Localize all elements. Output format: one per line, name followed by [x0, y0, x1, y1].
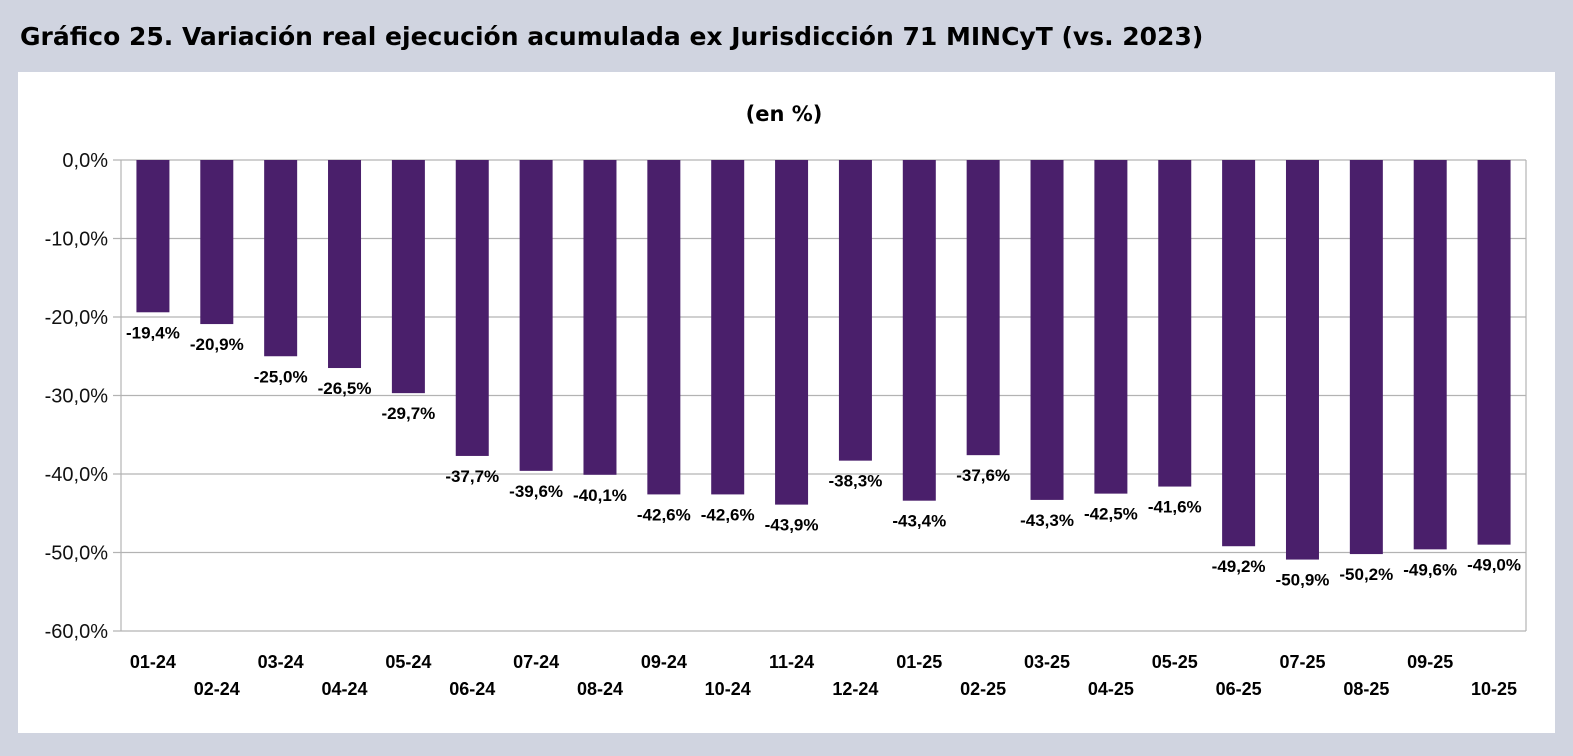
x-tick-label-06-24: 06-24: [449, 679, 495, 699]
x-tick-label-04-25: 04-25: [1088, 679, 1134, 699]
x-tick-label-04-24: 04-24: [321, 679, 367, 699]
y-tick-label: 0,0%: [62, 150, 108, 172]
data-label-10-24: -42,6%: [701, 505, 755, 524]
bars: [136, 160, 1511, 560]
x-tick-label-01-25: 01-25: [896, 652, 942, 672]
bar-09-25: [1413, 160, 1447, 550]
data-label-05-25: -41,6%: [1148, 498, 1202, 517]
bar-09-24: [647, 160, 681, 495]
bar-12-24: [838, 160, 872, 461]
bar-01-24: [136, 160, 170, 313]
data-label-04-25: -42,5%: [1084, 505, 1138, 524]
x-tick-label-10-25: 10-25: [1471, 679, 1517, 699]
bar-06-25: [1222, 160, 1256, 547]
data-label-06-25: -49,2%: [1212, 557, 1266, 576]
data-label-04-24: -26,5%: [318, 379, 372, 398]
data-label-07-24: -39,6%: [509, 482, 563, 501]
x-tick-label-03-25: 03-25: [1024, 652, 1070, 672]
bar-03-25: [1030, 160, 1064, 500]
data-label-06-24: -37,7%: [445, 467, 499, 486]
data-label-02-24: -20,9%: [190, 335, 244, 354]
x-tick-label-07-25: 07-25: [1279, 652, 1325, 672]
y-tick-label: -20,0%: [45, 307, 109, 329]
x-tick-label-06-25: 06-25: [1216, 679, 1262, 699]
bar-08-25: [1349, 160, 1383, 555]
bar-05-25: [1158, 160, 1192, 487]
data-label-11-24: -43,9%: [765, 516, 819, 535]
data-labels: -19,4% -20,9% -25,0% -26,5% -29,7% -37,7% -39,…: [126, 323, 1521, 589]
x-axis-ticks: 01-24 02-24 03-24 04-24 05-24 06-24 07-24 08-24…: [130, 652, 1517, 699]
y-tick-label: -50,0%: [45, 543, 109, 565]
bar-10-25: [1477, 160, 1511, 545]
data-label-10-25: -49,0%: [1467, 556, 1521, 575]
chart-subtitle: (en %): [746, 102, 823, 126]
data-label-03-24: -25,0%: [254, 367, 308, 386]
bar-06-24: [455, 160, 489, 456]
bar-10-24: [711, 160, 745, 495]
bar-02-24: [200, 160, 234, 325]
data-label-08-25: -50,2%: [1339, 565, 1393, 584]
y-tick-label: -10,0%: [45, 229, 109, 251]
x-tick-label-08-24: 08-24: [577, 679, 623, 699]
data-label-02-25: -37,6%: [956, 466, 1010, 485]
chart-panel: (en %) 0,0% -10,0% -20,0% -30,0% -40,0% -50,0…: [18, 72, 1555, 733]
bar-04-24: [328, 160, 362, 369]
x-tick-label-09-24: 09-24: [641, 652, 687, 672]
x-tick-label-05-25: 05-25: [1152, 652, 1198, 672]
bar-11-24: [775, 160, 809, 505]
bar-03-24: [264, 160, 298, 357]
x-tick-label-05-24: 05-24: [385, 652, 431, 672]
figure-title: Gráfico 25. Variación real ejecución acu…: [20, 22, 1204, 51]
x-tick-label-02-24: 02-24: [194, 679, 240, 699]
x-tick-label-11-24: 11-24: [769, 652, 814, 672]
y-tick-label: -30,0%: [45, 386, 109, 408]
x-tick-label-03-24: 03-24: [258, 652, 304, 672]
bar-05-24: [391, 160, 425, 394]
data-label-03-25: -43,3%: [1020, 511, 1074, 530]
bar-chart: (en %) 0,0% -10,0% -20,0% -30,0% -40,0% -50,0…: [45, 102, 1527, 699]
data-label-09-24: -42,6%: [637, 505, 691, 524]
y-tick-label: -60,0%: [45, 621, 109, 643]
bar-07-25: [1285, 160, 1319, 560]
bar-07-24: [519, 160, 553, 471]
y-tick-label: -40,0%: [45, 464, 109, 486]
data-label-01-25: -43,4%: [892, 512, 946, 531]
data-label-05-24: -29,7%: [381, 404, 435, 423]
bar-08-24: [583, 160, 617, 475]
x-tick-label-12-24: 12-24: [832, 679, 878, 699]
data-label-12-24: -38,3%: [828, 472, 882, 491]
x-tick-label-08-25: 08-25: [1343, 679, 1389, 699]
bar-04-25: [1094, 160, 1128, 494]
data-label-08-24: -40,1%: [573, 486, 627, 505]
bar-01-25: [902, 160, 936, 501]
x-tick-label-09-25: 09-25: [1407, 652, 1453, 672]
x-tick-label-10-24: 10-24: [705, 679, 751, 699]
data-label-01-24: -19,4%: [126, 323, 180, 342]
x-tick-label-02-25: 02-25: [960, 679, 1006, 699]
x-tick-label-01-24: 01-24: [130, 652, 176, 672]
x-tick-label-07-24: 07-24: [513, 652, 559, 672]
data-label-09-25: -49,6%: [1403, 560, 1457, 579]
data-label-07-25: -50,9%: [1276, 571, 1330, 590]
y-axis-ticks: 0,0% -10,0% -20,0% -30,0% -40,0% -50,0% -60,0%: [45, 150, 109, 643]
bar-02-25: [966, 160, 1000, 456]
